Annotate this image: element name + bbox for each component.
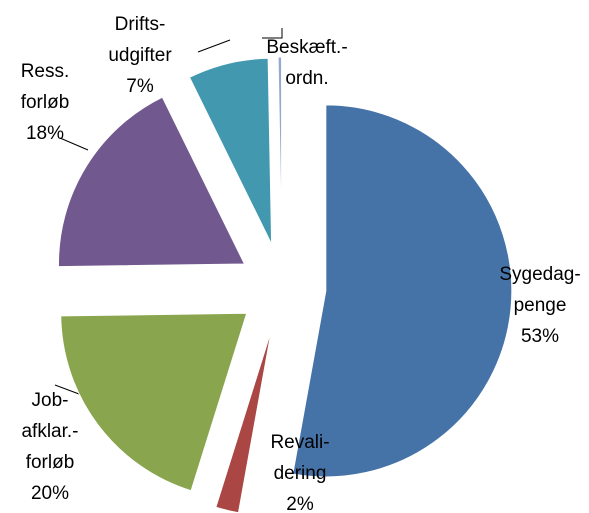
slice-label: forløb xyxy=(26,452,75,473)
slice-label: forløb xyxy=(21,92,70,113)
leader-line xyxy=(197,39,231,53)
slice-value-label: 20% xyxy=(31,483,69,504)
pie-slice xyxy=(277,56,283,244)
pie-slice xyxy=(292,104,513,478)
pie-slice xyxy=(188,57,273,245)
slice-label: Revali- xyxy=(270,432,329,453)
slice-label: ordn. xyxy=(285,68,328,89)
slice-label: Drifts- xyxy=(115,14,166,35)
slice-label: Sygedag- xyxy=(499,264,580,285)
slice-value-label: 7% xyxy=(126,76,154,97)
pie-slice xyxy=(60,312,248,492)
slice-value-label: 18% xyxy=(26,123,64,144)
slice-label: Beskæft.- xyxy=(266,37,347,58)
slice-label: Job- xyxy=(32,390,69,411)
leader-line xyxy=(59,137,89,151)
slice-label: udgifter xyxy=(108,45,172,66)
slice-value-label: 53% xyxy=(521,326,559,347)
slice-label: Ress. xyxy=(21,61,70,82)
pie-slice xyxy=(57,96,246,268)
slice-label: afklar.- xyxy=(21,421,78,442)
slice-label: dering xyxy=(274,463,327,484)
slice-label: penge xyxy=(514,295,567,316)
slice-value-label: 2% xyxy=(286,494,314,513)
leader-line xyxy=(262,28,283,39)
